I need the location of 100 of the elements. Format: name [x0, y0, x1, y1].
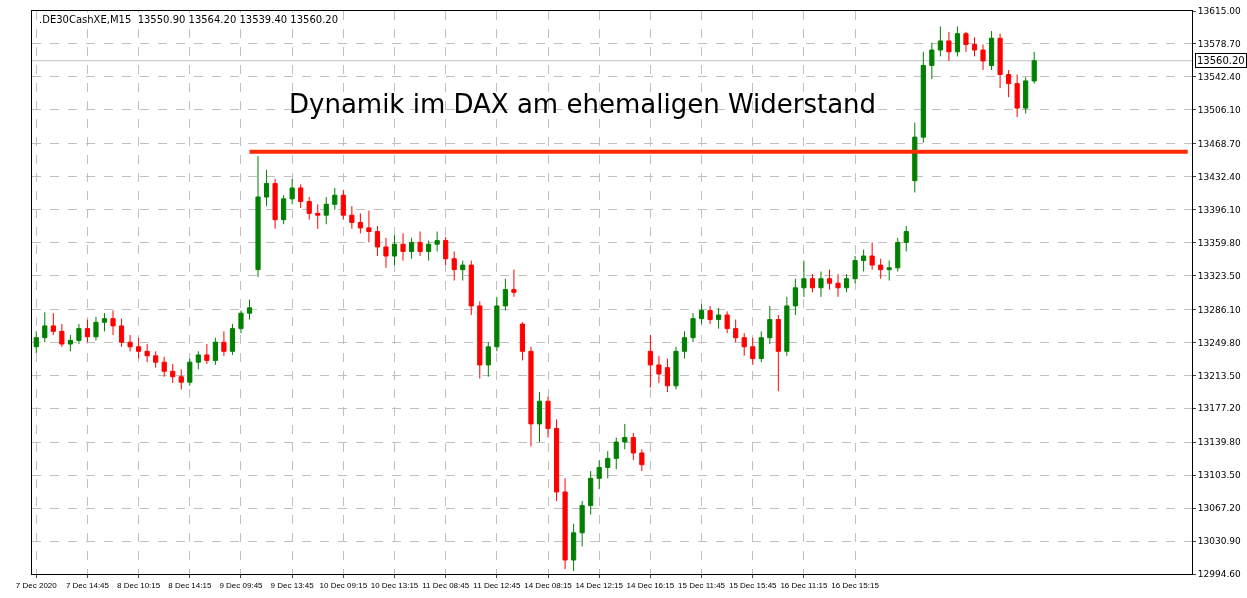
candlestick: [229, 323, 236, 356]
y-tick-label: 13615.00: [1197, 6, 1242, 17]
candlestick: [792, 278, 798, 316]
candlestick: [315, 203, 321, 230]
candlestick: [323, 196, 329, 225]
candlestick: [767, 305, 773, 345]
candlestick: [298, 183, 304, 209]
candlestick: [212, 337, 218, 366]
x-tick-label: 7 Dec 14:45: [65, 580, 110, 590]
candlestick: [630, 432, 636, 461]
candlestick: [161, 356, 167, 378]
candlestick: [775, 314, 781, 392]
candlestick: [178, 368, 184, 390]
candlestick: [383, 237, 389, 269]
candlestick: [366, 210, 372, 243]
x-tick-label: 8 Dec 14:15: [168, 580, 212, 590]
candlestick: [110, 309, 116, 336]
candlestick: [886, 260, 892, 282]
candlestick: [477, 300, 483, 380]
candlestick: [733, 319, 739, 343]
candlestick: [357, 212, 363, 234]
x-tick-label: 10 Dec 09:15: [319, 580, 368, 590]
candlestick: [980, 44, 986, 71]
x-tick-label: 16 Dec 15:15: [831, 580, 880, 590]
candlestick: [519, 321, 526, 361]
y-tick-label: 13432.40: [1197, 171, 1242, 182]
candlestick: [903, 225, 909, 252]
candlestick: [809, 273, 816, 293]
y-tick-label: 13139.80: [1197, 437, 1242, 448]
candlestick: [843, 273, 850, 293]
candlestick: [750, 337, 756, 366]
candlestick: [869, 241, 875, 271]
ref-line-label: 13560.20: [1197, 55, 1245, 66]
candlestick: [545, 396, 551, 439]
candlestick: [664, 358, 671, 393]
annotation: Dynamik im DAX am ehemaligen Widerstand: [289, 89, 877, 119]
candlestick: [639, 448, 645, 472]
candlestick: [707, 305, 713, 325]
candlestick: [801, 260, 807, 298]
candlestick: [289, 178, 295, 205]
candlestick: [835, 273, 841, 298]
candlestick: [400, 232, 406, 262]
candlestick: [460, 260, 466, 282]
candlestick: [758, 330, 764, 363]
candlestick: [588, 470, 594, 516]
y-tick-label: 12994.60: [1197, 569, 1242, 580]
candlestick: [221, 330, 227, 357]
x-tick-label: 16 Dec 11:15: [780, 580, 828, 590]
candlestick: [204, 343, 210, 365]
candlestick: [443, 236, 449, 266]
candlestick: [622, 423, 628, 450]
candlestick: [954, 25, 961, 57]
candlestick: [647, 334, 653, 389]
candlestick: [613, 437, 619, 470]
x-tick-label: 11 Dec 12:45: [473, 580, 521, 590]
candlestick: [246, 299, 253, 321]
x-tick-label: 11 Dec 08:45: [422, 580, 470, 590]
candlestick: [502, 278, 508, 311]
y-tick-label: 13177.20: [1197, 403, 1242, 414]
candlestick: [391, 234, 398, 266]
candlestick: [118, 318, 125, 348]
x-tick-label: 14 Dec 08:15: [524, 580, 573, 590]
x-tick-label: 14 Dec 16:15: [626, 580, 675, 590]
candlestick: [340, 189, 346, 221]
y-tick-label: 13249.80: [1197, 337, 1242, 348]
candlestick: [263, 169, 270, 207]
candlestick: [306, 196, 312, 221]
candlestick: [596, 459, 602, 490]
candlestick: [988, 30, 995, 71]
y-tick-label: 13286.10: [1197, 304, 1242, 315]
candlestick: [272, 178, 278, 230]
candlestick: [494, 296, 500, 352]
candlestick: [59, 323, 65, 348]
candlestick: [861, 249, 867, 272]
candlestick: [332, 187, 338, 211]
x-tick-label: 9 Dec 13:45: [270, 580, 315, 590]
y-tick-label: 13468.70: [1197, 138, 1242, 149]
x-tick-label: 14 Dec 12:15: [575, 580, 624, 590]
candlestick: [170, 363, 176, 384]
x-tick-label: 15 Dec 15:45: [728, 580, 778, 590]
candlestick: [920, 51, 926, 144]
candlestick: [374, 225, 381, 257]
candlestick: [1023, 76, 1029, 115]
candlestick: [895, 237, 901, 272]
candlestick: [946, 31, 952, 62]
x-tick-label: 15 Dec 11:45: [678, 580, 726, 590]
candlestick: [971, 36, 978, 57]
candlestick: [281, 194, 287, 225]
candlestick: [417, 231, 423, 257]
candlestick: [1006, 69, 1012, 98]
candlestick: [84, 319, 91, 343]
candlestick: [101, 312, 108, 332]
chart-title: .DE30CashXE,M15 13550.90 13564.20 13539.40 13560.20: [39, 14, 339, 25]
candlestick: [997, 33, 1003, 89]
candlestick: [127, 334, 133, 352]
candlestick: [818, 270, 824, 298]
candlestick: [76, 323, 82, 345]
candlestick: [579, 500, 585, 547]
y-tick-label: 13578.70: [1197, 39, 1242, 50]
candlestick: [536, 391, 543, 443]
